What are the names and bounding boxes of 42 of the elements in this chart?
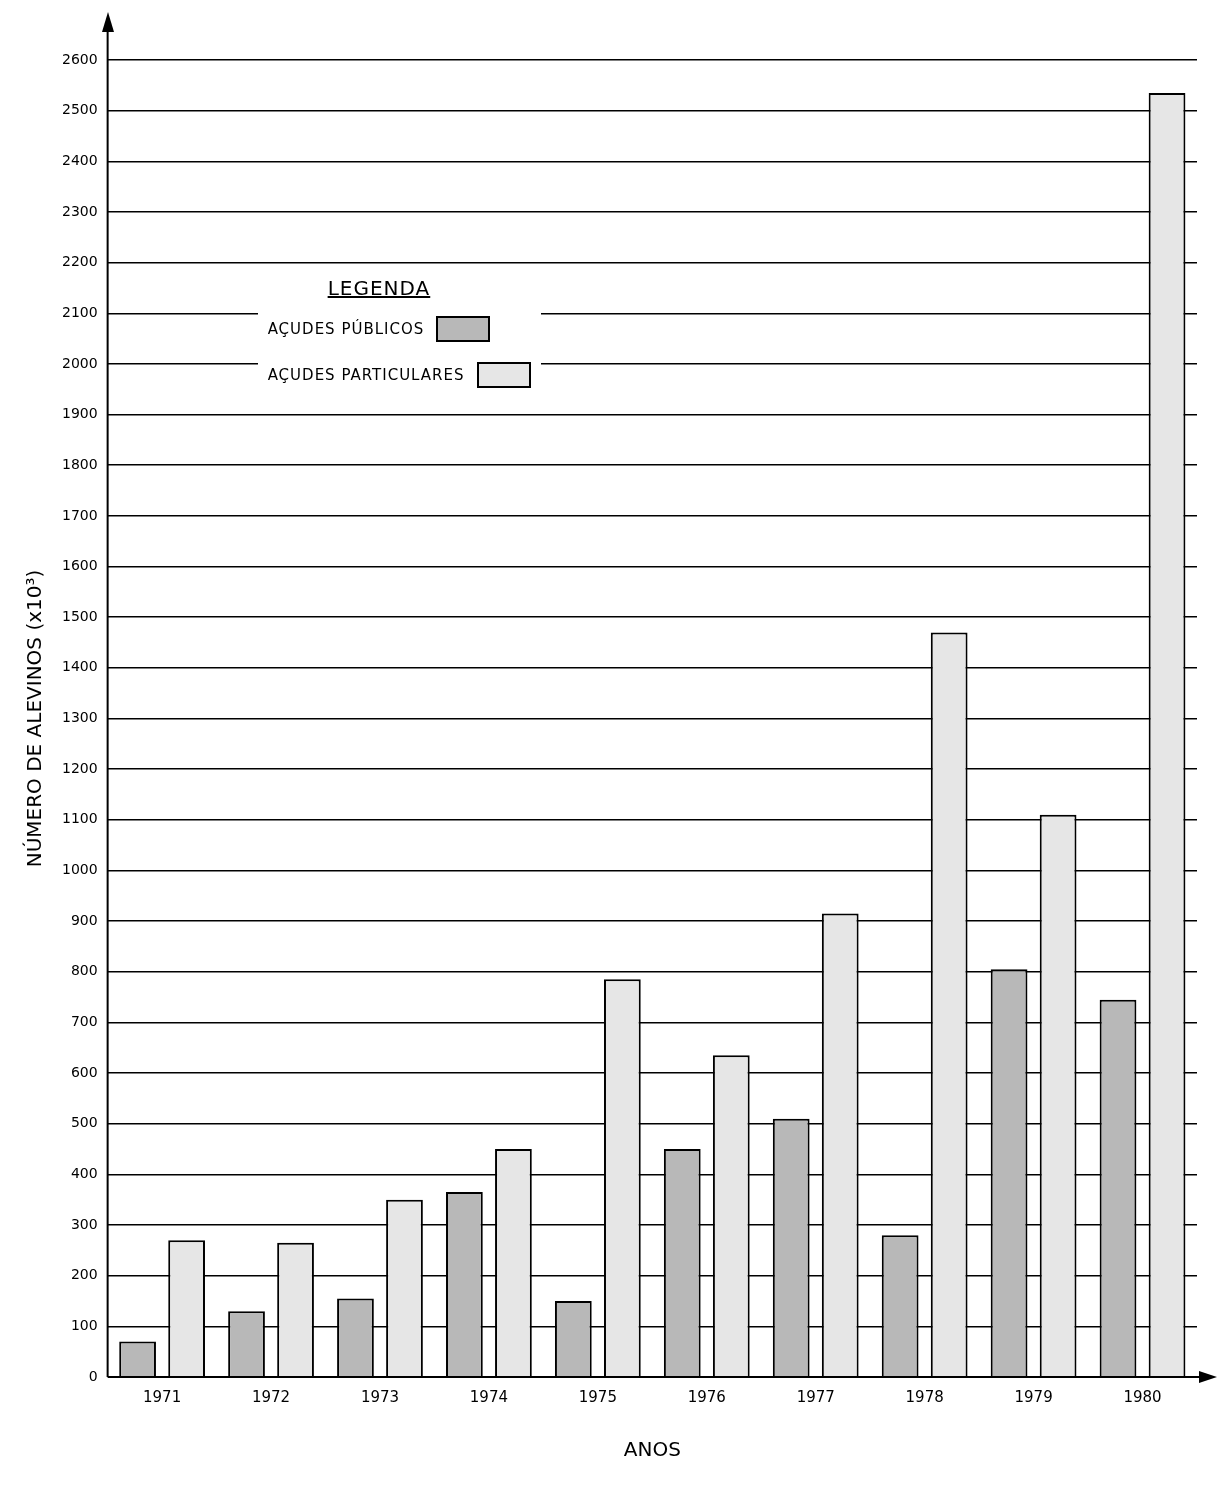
legend-title: LEGENDA (327, 276, 432, 300)
y-tick-label: 2300 (61, 202, 98, 219)
y-tick-label: 1700 (61, 506, 98, 523)
y-tick-label: 1100 (61, 810, 98, 827)
x-tick-label: 1978 (905, 1387, 944, 1406)
y-tick-label: 200 (70, 1266, 98, 1283)
y-tick-label: 1500 (61, 607, 98, 624)
y-tick-label: 1800 (61, 455, 98, 472)
y-tick-label: 1400 (61, 658, 98, 675)
y-tick-label: 800 (70, 962, 98, 979)
x-tick-label: 1973 (360, 1387, 400, 1406)
y-tick-label: 1300 (61, 709, 98, 726)
x-tick-label: 1977 (796, 1387, 835, 1406)
y-tick-label: 100 (70, 1316, 98, 1333)
y-tick-label: 2600 (61, 50, 98, 67)
x-tick-label: 1975 (578, 1387, 617, 1406)
y-tick-label: 1200 (61, 759, 98, 776)
x-tick-label: 1971 (143, 1387, 182, 1406)
x-tick-label: 1979 (1014, 1387, 1053, 1406)
y-tick-label: 2100 (61, 303, 98, 320)
y-tick-label: 400 (70, 1165, 98, 1182)
y-tick-label: 300 (70, 1215, 98, 1232)
y-tick-label: 500 (70, 1114, 98, 1131)
y-tick-label: 1000 (61, 861, 98, 878)
x-tick-label: 1972 (251, 1387, 291, 1406)
y-tick-label: 2200 (61, 253, 98, 270)
legend-label: AÇUDES PARTICULARES (267, 366, 465, 384)
x-tick-label: 1980 (1123, 1387, 1162, 1406)
legend-label: AÇUDES PÚBLICOS (267, 320, 425, 338)
x-axis-title: ANOS (623, 1437, 681, 1462)
y-tick-label: 2400 (61, 151, 98, 168)
x-tick-label: 1976 (687, 1387, 726, 1406)
y-tick-label: 600 (70, 1063, 98, 1080)
y-tick-label: 1900 (61, 405, 98, 422)
y-tick-label: 2000 (61, 354, 98, 371)
y-tick-label: 900 (70, 911, 98, 928)
y-tick-label: 1600 (61, 557, 98, 574)
y-axis-title: NÚMERO DE ALEVINOS (x10³) (22, 569, 47, 868)
y-tick-label: 2500 (61, 101, 98, 118)
y-tick-label: 0 (88, 1367, 98, 1384)
y-tick-label: 700 (70, 1013, 98, 1030)
x-tick-label: 1974 (469, 1387, 508, 1406)
